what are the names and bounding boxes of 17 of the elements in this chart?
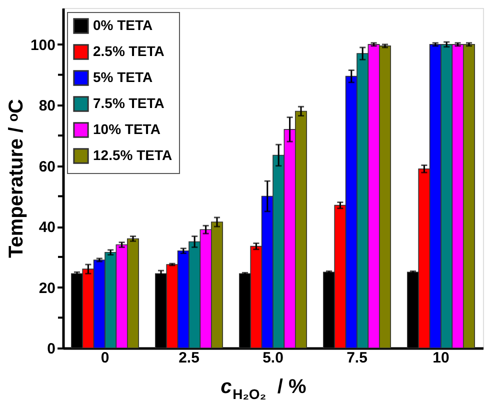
- legend-label: 0% TETA: [93, 17, 153, 33]
- legend-label: 2.5% TETA: [93, 43, 164, 59]
- y-axis-title: Temperature / ᵒC: [5, 99, 28, 258]
- legend-label: 12.5% TETA: [93, 147, 172, 163]
- legend-label: 7.5% TETA: [93, 95, 164, 111]
- y-tick-label: 60: [38, 158, 56, 176]
- legend-label: 10% TETA: [93, 121, 160, 137]
- y-tick-label: 40: [38, 219, 56, 236]
- y-tick-label: 80: [38, 98, 56, 115]
- y-tick-label: 20: [38, 280, 56, 297]
- x-tick-label: 2.5: [178, 350, 200, 366]
- x-tick-label: 5.0: [262, 350, 284, 366]
- y-tick-label: 100: [30, 36, 56, 54]
- x-tick-label: 0: [100, 350, 110, 366]
- x-tick-label: 10: [432, 350, 450, 366]
- x-tick-label: 7.5: [346, 350, 368, 366]
- legend-label: 5% TETA: [93, 69, 153, 85]
